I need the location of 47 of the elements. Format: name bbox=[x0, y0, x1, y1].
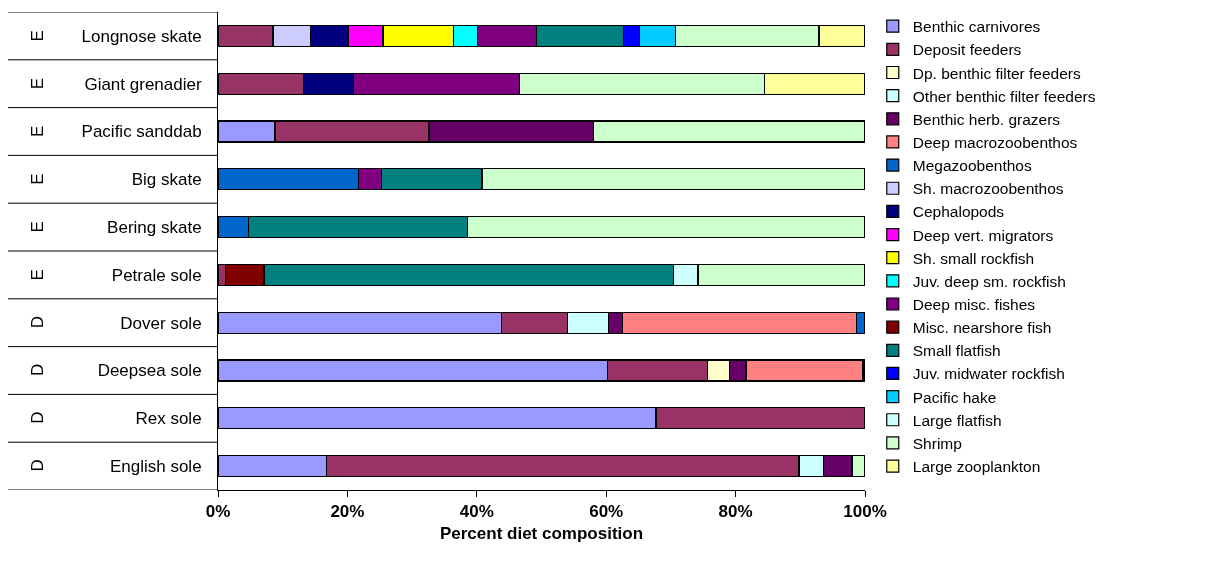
text: D bbox=[28, 363, 47, 376]
legend-label: Pacific hake bbox=[912, 388, 997, 406]
legend-label: Dp. benthic filter feeders bbox=[912, 64, 1082, 82]
y-tick-label: Big skate bbox=[131, 170, 202, 190]
y-tick-label: Dover sole bbox=[120, 313, 202, 333]
legend-label: Small flatfish bbox=[912, 342, 1001, 360]
y-tick-label: Bering skate bbox=[107, 218, 202, 238]
legend-label: Other benthic filter feeders bbox=[912, 87, 1096, 105]
y-tick-label: Longnose skate bbox=[81, 26, 202, 46]
legend-label: Benthic herb. grazers bbox=[912, 110, 1061, 128]
x-tick-label: 60% bbox=[589, 502, 624, 522]
y-tick-label: Rex sole bbox=[135, 409, 202, 429]
legend-label: Deep misc. fishes bbox=[912, 296, 1036, 314]
legend-label: Deep macrozoobenthos bbox=[912, 133, 1078, 151]
legend-label: Sh. small rockfish bbox=[912, 249, 1035, 267]
x-tick-label: 80% bbox=[718, 502, 753, 522]
legend-label: Juv. deep sm. rockfish bbox=[912, 272, 1066, 290]
y-tick-label: English sole bbox=[109, 457, 202, 477]
text: E bbox=[28, 173, 48, 185]
x-tick-label: 100% bbox=[843, 502, 887, 522]
legend-label: Shrimp bbox=[912, 434, 962, 452]
text: D bbox=[28, 459, 48, 472]
legend-label: Cephalopods bbox=[912, 203, 1005, 221]
text: E bbox=[27, 77, 47, 90]
legend-label: Deep vert. migrators bbox=[912, 226, 1054, 244]
legend-label: Megazoobenthos bbox=[912, 157, 1032, 175]
text: D bbox=[27, 315, 47, 329]
legend-label: Sh. macrozoobenthos bbox=[912, 180, 1064, 198]
legend-label: Juv. midwater rockfish bbox=[912, 365, 1065, 383]
y-tick-label: Deepsea sole bbox=[97, 361, 202, 381]
legend-label: Deposit feeders bbox=[912, 41, 1022, 59]
y-tick-label: Giant grenadier bbox=[84, 74, 202, 94]
text: D bbox=[28, 411, 48, 424]
text: E bbox=[27, 269, 47, 281]
text: E bbox=[27, 30, 47, 42]
legend-label: Misc. nearshore fish bbox=[912, 319, 1052, 337]
x-tick-label: 0% bbox=[205, 502, 231, 522]
text: E bbox=[28, 221, 48, 233]
x-tick-label: 20% bbox=[330, 502, 365, 522]
legend-label: Large flatfish bbox=[912, 411, 1002, 429]
y-tick-label: Pacific sanddab bbox=[81, 122, 202, 142]
legend-label: Large zooplankton bbox=[912, 458, 1041, 476]
y-tick-label: Petrale sole bbox=[111, 265, 202, 285]
x-tick-label: 40% bbox=[459, 502, 494, 522]
x-axis-title: Percent diet composition bbox=[439, 523, 644, 543]
legend-label: Benthic carnivores bbox=[912, 18, 1041, 36]
text: E bbox=[28, 125, 47, 137]
